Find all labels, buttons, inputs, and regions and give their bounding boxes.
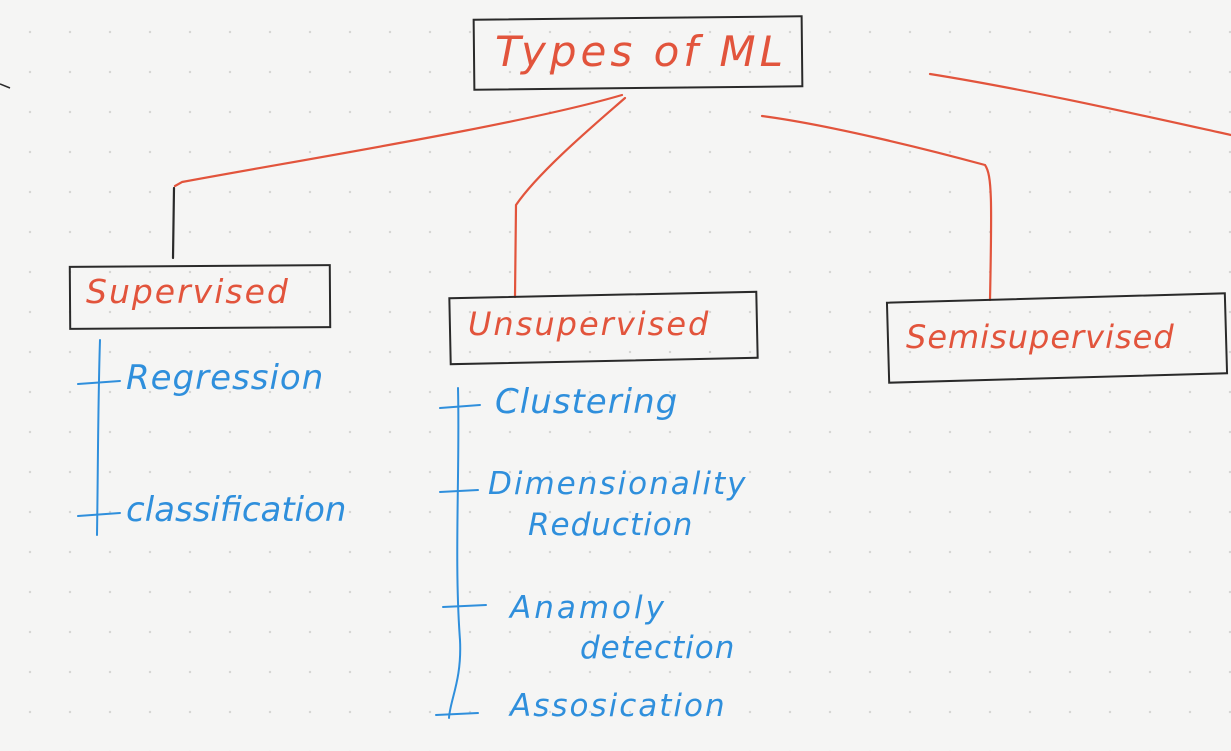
branch-line-unsupervised	[448, 387, 462, 719]
connector-root-supervised	[173, 93, 624, 188]
connector-stub-supervised	[171, 186, 176, 260]
branch-tick-anamoly	[442, 604, 487, 608]
connector-root-offscreen	[928, 72, 1231, 137]
item-dimensionality: Dimensionality	[488, 466, 748, 502]
semisupervised-node-label: Semisupervised	[906, 318, 1175, 356]
branch-tick-assosication	[435, 712, 479, 716]
root-node-label: Types of ML	[495, 27, 788, 76]
branch-tick-clustering	[439, 404, 481, 409]
item-reduction: Reduction	[528, 507, 694, 543]
item-anamoly: Anamoly	[510, 590, 667, 626]
connector-root-unsupervised	[513, 96, 627, 299]
branch-tick-regression	[77, 380, 121, 385]
item-clustering: Clustering	[495, 382, 679, 422]
connector-root-semisupervised	[760, 114, 993, 302]
branch-tick-classification	[77, 512, 121, 517]
item-detection: detection	[580, 630, 736, 666]
branch-line-supervised	[96, 339, 101, 536]
item-regression: Regression	[126, 358, 325, 398]
item-classification: classification	[126, 490, 347, 530]
unsupervised-node-label: Unsupervised	[468, 305, 711, 343]
edge-mark	[0, 83, 11, 89]
branch-tick-dimensionality	[439, 489, 479, 493]
supervised-node-label: Supervised	[86, 272, 290, 311]
item-assosication: Assosication	[510, 688, 727, 724]
